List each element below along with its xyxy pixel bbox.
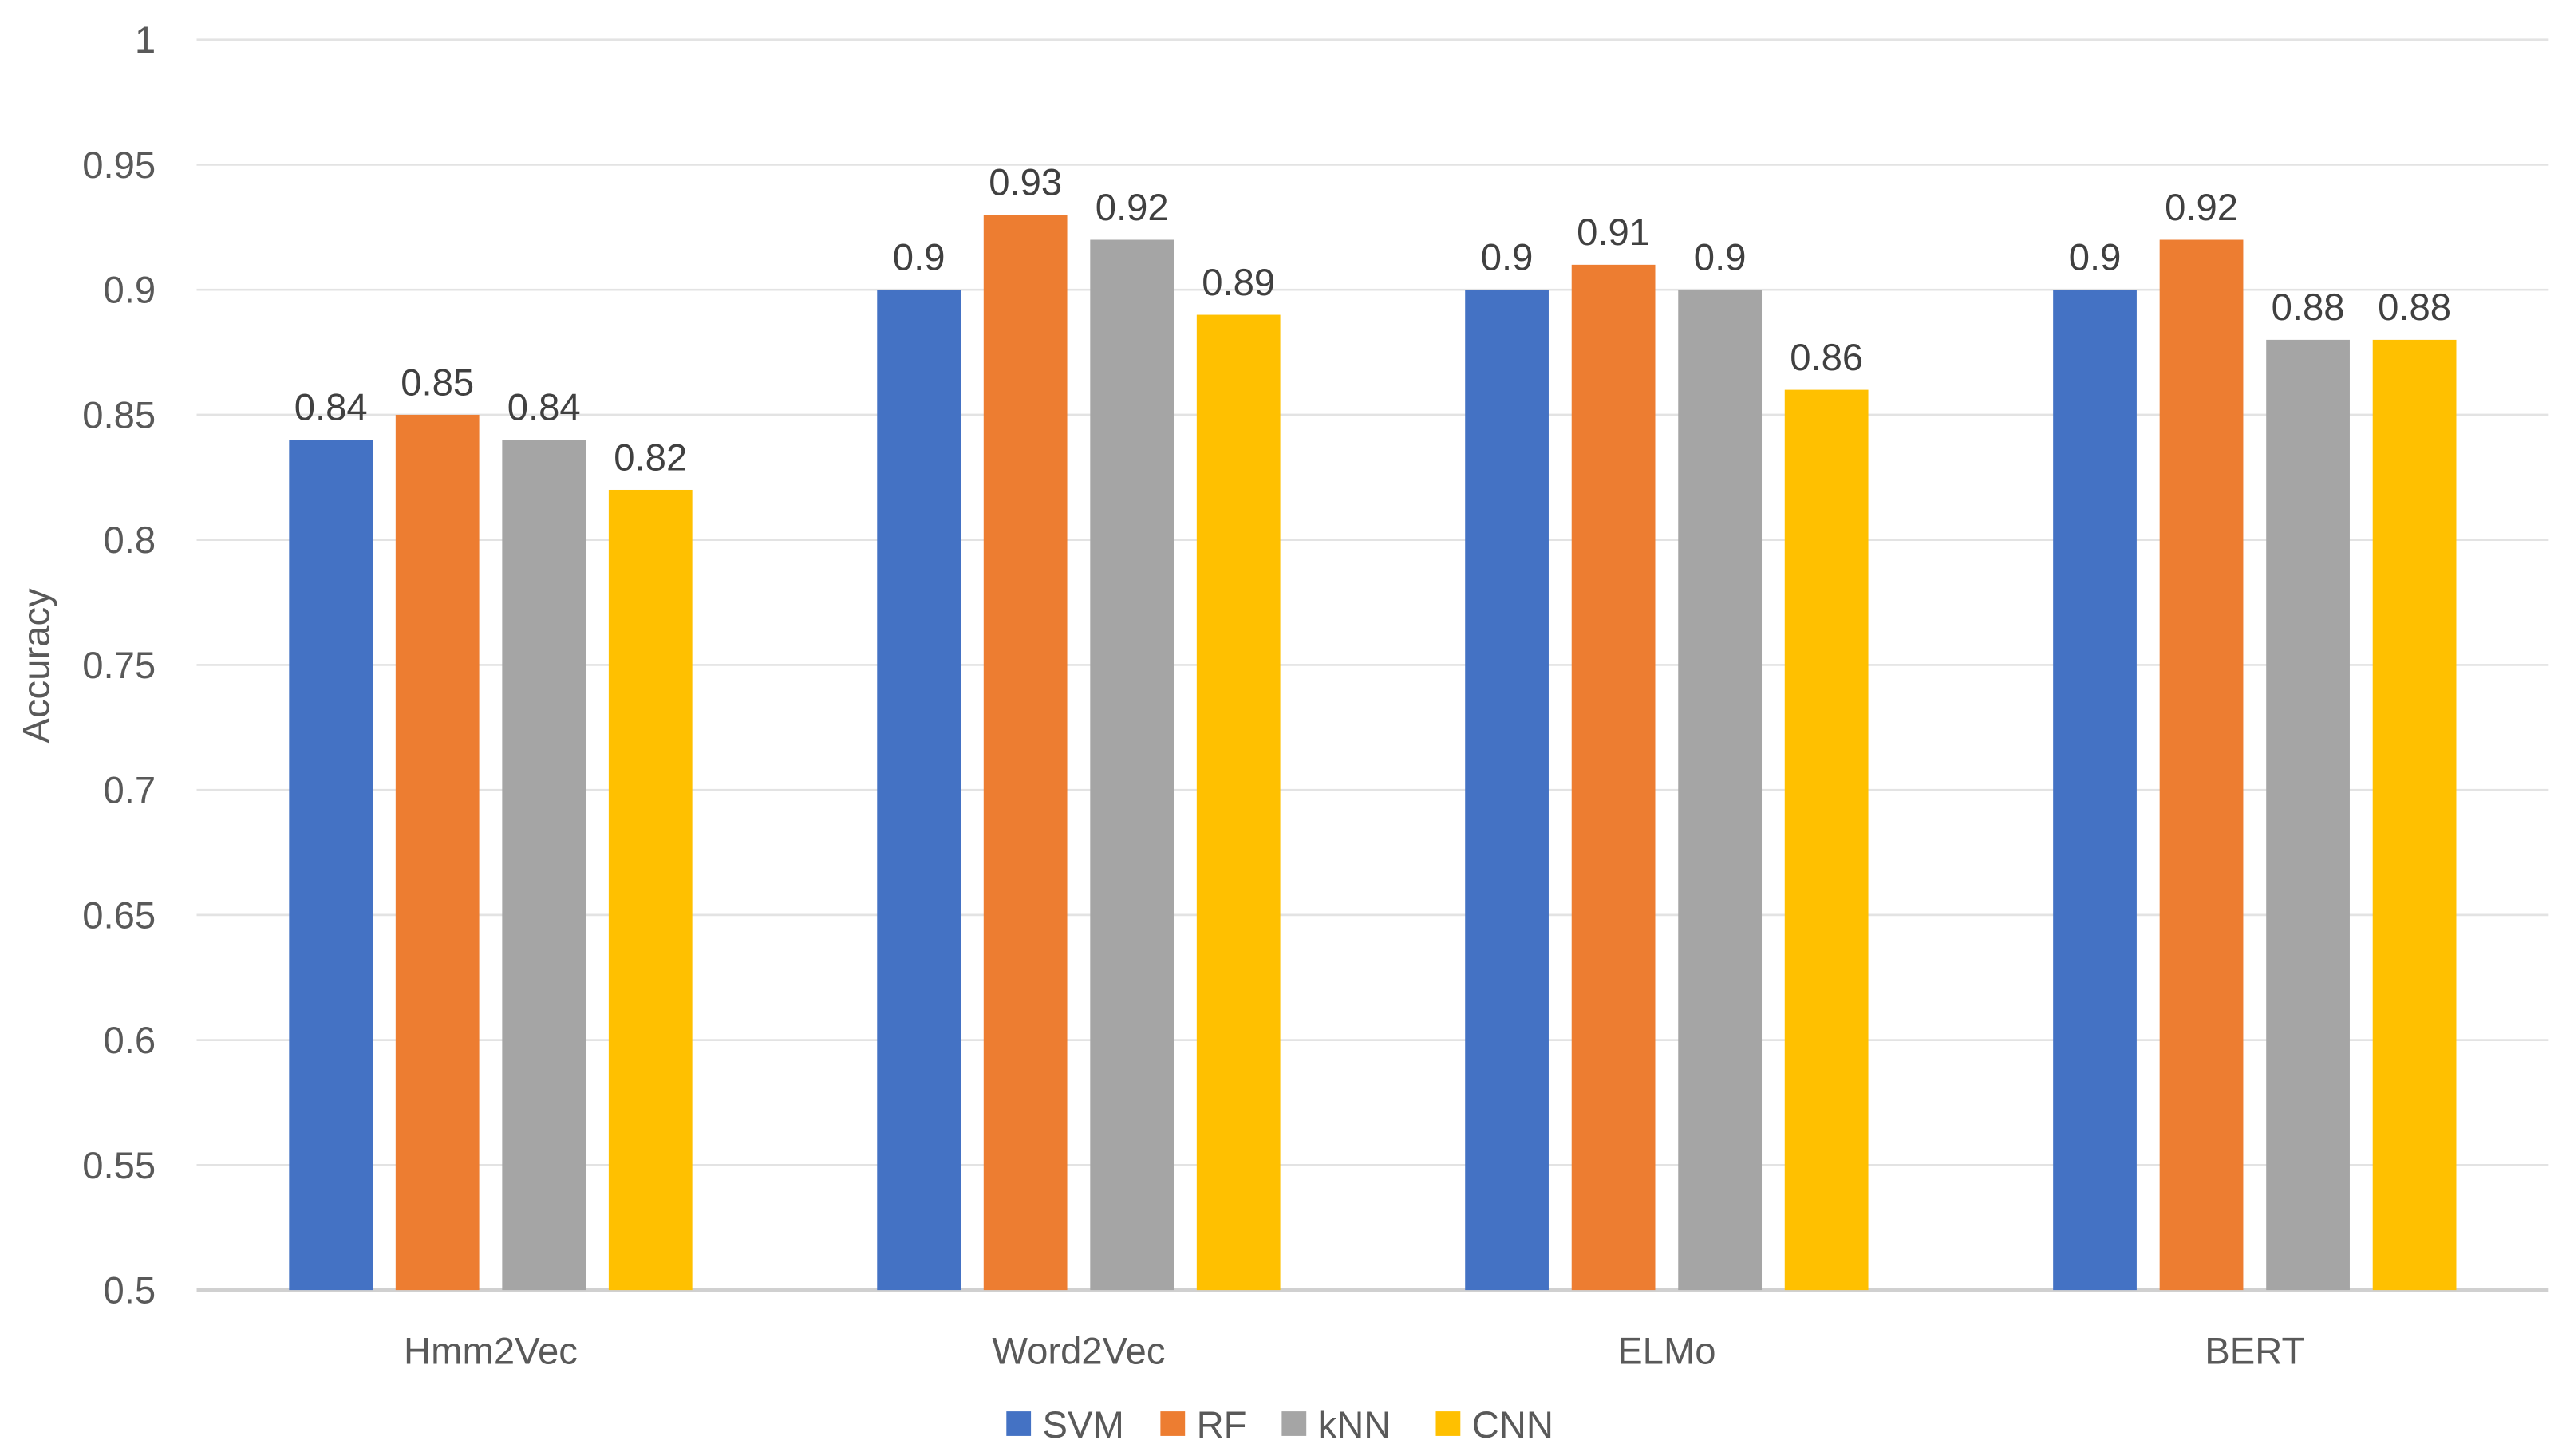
legend-item-rf: RF (1160, 1404, 1247, 1446)
y-tick-label: 1 (135, 19, 156, 61)
y-tick-label: 0.75 (82, 645, 156, 687)
bar-rf-word2vec (983, 215, 1068, 1291)
x-category-label: Word2Vec (992, 1331, 1165, 1373)
data-label: 0.85 (401, 361, 474, 404)
y-tick-label: 0.95 (82, 144, 156, 187)
bar-cnn-hmm2vec (608, 489, 693, 1291)
data-label: 0.9 (1694, 237, 1747, 279)
bar-rf-elmo (1571, 264, 1656, 1291)
data-label: 0.93 (989, 162, 1062, 204)
data-label: 0.92 (2165, 187, 2238, 229)
bar-knn-word2vec (1090, 239, 1174, 1291)
data-label: 0.89 (1202, 262, 1275, 304)
y-tick-label: 0.55 (82, 1145, 156, 1187)
data-label: 0.91 (1577, 211, 1650, 254)
data-label: 0.9 (1481, 237, 1534, 279)
y-tick-label: 0.6 (103, 1020, 156, 1062)
x-category-label: Hmm2Vec (404, 1331, 578, 1373)
data-label: 0.82 (614, 436, 687, 479)
data-labels: 0.84 0.85 0.84 0.82 0.9 0.93 0.92 0.89 0.9 0.91 0.… (294, 162, 2451, 479)
legend-item-knn: kNN (1281, 1404, 1391, 1446)
y-tick-label: 0.9 (103, 270, 156, 312)
bar-knn-elmo (1678, 290, 1763, 1291)
bars (289, 215, 2457, 1291)
data-label: 0.92 (1096, 187, 1169, 229)
data-label: 0.84 (507, 387, 581, 429)
bar-rf-bert (2159, 239, 2244, 1291)
data-label: 0.84 (294, 387, 368, 429)
legend-swatch (1435, 1411, 1461, 1436)
gridlines (196, 38, 2549, 1292)
bar-svm-hmm2vec (289, 440, 373, 1291)
y-tick-label: 0.8 (103, 519, 156, 562)
bar-svm-elmo (1465, 290, 1549, 1291)
legend-swatch (1006, 1411, 1032, 1436)
bar-rf-hmm2vec (395, 414, 480, 1291)
y-tick-label: 0.85 (82, 394, 156, 436)
y-axis-ticks: 0.5 0.55 0.6 0.65 0.7 0.75 0.8 0.85 0.9 0.95 1 (82, 19, 156, 1312)
legend-label: SVM (1042, 1404, 1123, 1446)
legend: SVM RF kNN CNN (1006, 1404, 1553, 1446)
bar-svm-bert (2053, 290, 2137, 1291)
legend-item-svm: SVM (1006, 1404, 1124, 1446)
legend-label: CNN (1472, 1404, 1553, 1446)
bar-knn-hmm2vec (502, 440, 586, 1291)
bar-cnn-elmo (1784, 389, 1869, 1291)
legend-swatch (1281, 1411, 1307, 1436)
y-tick-label: 0.5 (103, 1270, 156, 1312)
data-label: 0.88 (2272, 286, 2345, 329)
y-tick-label: 0.7 (103, 770, 156, 812)
data-label: 0.88 (2378, 286, 2451, 329)
data-label: 0.9 (893, 237, 945, 279)
y-tick-label: 0.65 (82, 894, 156, 937)
x-category-label: BERT (2205, 1331, 2304, 1373)
legend-label: RF (1197, 1404, 1247, 1446)
legend-item-cnn: CNN (1435, 1404, 1553, 1446)
x-axis-categories: Hmm2Vec Word2Vec ELMo BERT (404, 1331, 2304, 1373)
legend-swatch (1160, 1411, 1186, 1436)
bar-cnn-word2vec (1196, 314, 1281, 1291)
data-label: 0.9 (2069, 237, 2122, 279)
x-category-label: ELMo (1617, 1331, 1715, 1373)
bar-knn-bert (2266, 339, 2350, 1291)
bar-svm-word2vec (877, 290, 961, 1291)
data-label: 0.86 (1790, 337, 1863, 379)
legend-label: kNN (1318, 1404, 1392, 1446)
y-axis-title: Accuracy (16, 588, 58, 744)
bar-cnn-bert (2372, 339, 2457, 1291)
